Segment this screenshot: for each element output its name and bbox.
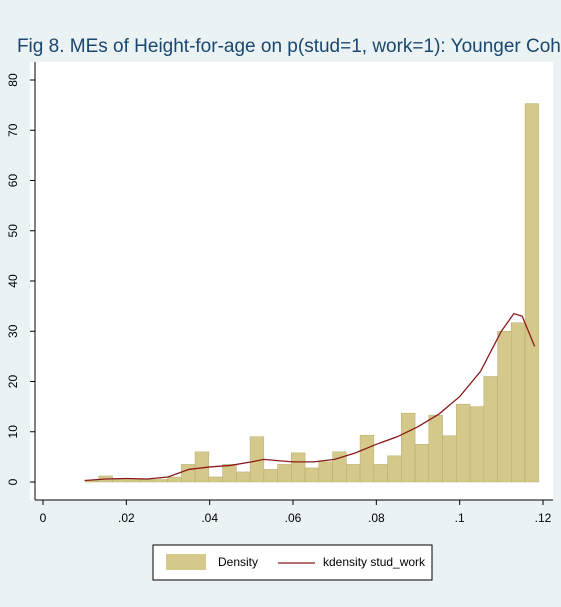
y-tick-label: 50 xyxy=(6,224,20,238)
bar xyxy=(469,406,485,483)
y-tick-label: 60 xyxy=(6,174,20,188)
bar xyxy=(497,331,512,483)
y-tick-label: 80 xyxy=(6,73,20,87)
bar xyxy=(139,479,155,483)
x-tick-label: .04 xyxy=(201,511,218,525)
bar xyxy=(222,464,237,483)
bar xyxy=(359,435,375,483)
bar xyxy=(208,476,223,483)
x-tick-label: .08 xyxy=(368,511,385,525)
bar xyxy=(346,464,361,483)
y-tick-label: 40 xyxy=(6,274,20,288)
bar xyxy=(428,414,443,483)
bar xyxy=(181,464,196,483)
bar xyxy=(126,479,141,483)
bar xyxy=(511,322,526,483)
x-tick-label: .02 xyxy=(118,511,135,525)
chart-title: Fig 8. MEs of Height-for-age on p(stud=1… xyxy=(17,36,561,57)
legend-label: kdensity stud_work xyxy=(323,555,426,569)
bar xyxy=(277,464,292,483)
y-tick-label: 20 xyxy=(6,375,20,389)
bar xyxy=(318,461,333,483)
x-tick-label: 0 xyxy=(40,511,47,525)
y-tick-label: 0 xyxy=(6,478,20,485)
bar xyxy=(414,444,430,483)
x-tick-label: .06 xyxy=(285,511,302,525)
bar xyxy=(304,467,320,483)
bar xyxy=(373,464,388,483)
bar xyxy=(524,103,540,483)
bar xyxy=(456,403,471,483)
x-tick-label: .12 xyxy=(535,511,552,525)
bar xyxy=(236,471,251,483)
bar xyxy=(387,455,402,483)
bar xyxy=(153,479,168,483)
y-tick-label: 70 xyxy=(6,123,20,137)
bar xyxy=(112,479,127,483)
legend-label: Density xyxy=(218,555,258,569)
y-tick-label: 30 xyxy=(6,324,20,338)
density-line xyxy=(84,312,536,482)
bar xyxy=(401,412,416,483)
y-tick-label: 10 xyxy=(6,425,20,439)
x-tick-label: .1 xyxy=(455,511,465,525)
bar xyxy=(442,435,457,483)
bar xyxy=(263,469,278,483)
bar xyxy=(291,452,306,483)
bar xyxy=(483,376,498,483)
legend-swatch xyxy=(166,554,206,570)
bar xyxy=(167,476,182,483)
